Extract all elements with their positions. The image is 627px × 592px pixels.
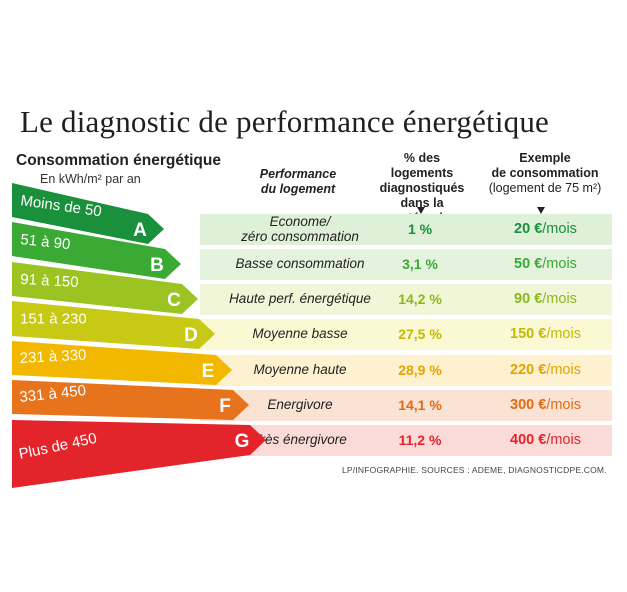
energy-class-letter: B xyxy=(150,255,164,276)
cost-value: 50 €/mois xyxy=(488,256,603,272)
cost-amount: 300 € xyxy=(510,397,547,413)
energy-class-arrow xyxy=(12,301,215,349)
energy-class-letter: D xyxy=(184,325,198,346)
performance-label-line: Très énergivore xyxy=(253,432,347,447)
performance-label-line: Moyenne haute xyxy=(253,362,347,377)
percentage-value: 1 % xyxy=(407,221,433,237)
performance-label-line: Econome/ xyxy=(269,214,331,229)
cost-value: 150 €/mois xyxy=(488,326,603,342)
energy-class-letter: E xyxy=(202,361,215,382)
header-pct-line1: % des logements xyxy=(390,151,454,180)
cost-value: 90 €/mois xyxy=(488,291,603,307)
energy-class-arrow xyxy=(12,380,249,420)
performance-label: Energivore xyxy=(210,397,390,412)
header-performance: Performance du logement xyxy=(250,167,346,197)
energy-class-arrow xyxy=(12,262,198,314)
energy-class-arrow xyxy=(12,341,232,385)
header-example-line3: (logement de 75 m²) xyxy=(488,181,602,195)
cost-amount: 150 € xyxy=(510,326,547,342)
cost-amount: 90 € xyxy=(514,291,543,307)
percentage-value: 3,1 % xyxy=(402,256,438,272)
energy-class-arrow xyxy=(12,222,181,279)
header-example-line1: Exemple xyxy=(519,151,571,165)
percentage-value: 28,9 % xyxy=(398,362,442,378)
performance-label-line: Moyenne basse xyxy=(252,326,348,341)
cost-unit: /mois xyxy=(546,397,581,413)
energy-class-letter: C xyxy=(167,290,181,311)
cost-unit: /mois xyxy=(542,256,577,272)
category-band xyxy=(200,425,612,456)
consumption-range-label: 331 à 450 xyxy=(19,382,87,406)
performance-label: Econome/zéro consommation xyxy=(210,214,390,244)
cost-value: 400 €/mois xyxy=(488,432,603,448)
header-consumption-unit: En kWh/m² par an xyxy=(40,172,141,186)
performance-label-line: Haute perf. énergétique xyxy=(229,291,371,306)
header-pct-line2: diagnostiqués xyxy=(379,181,465,195)
chart-title: Le diagnostic de performance énergétique xyxy=(20,104,550,139)
consumption-range-label: 91 à 150 xyxy=(20,271,79,291)
cost-unit: /mois xyxy=(546,326,581,342)
header-consumption: Consommation énergétique xyxy=(16,152,221,169)
category-band xyxy=(200,390,612,421)
performance-label: Basse consommation xyxy=(210,256,390,271)
cost-amount: 400 € xyxy=(510,432,547,448)
header-example-line2: de consommation xyxy=(491,166,599,180)
cost-value: 300 €/mois xyxy=(488,397,603,413)
consumption-range-label: 51 à 90 xyxy=(20,231,72,253)
performance-label-line: Basse consommation xyxy=(235,256,365,271)
cost-unit: /mois xyxy=(546,362,581,378)
performance-label: Haute perf. énergétique xyxy=(210,291,390,306)
cost-value: 220 €/mois xyxy=(488,362,603,378)
energy-class-letter: A xyxy=(133,220,147,241)
percentage-value: 14,1 % xyxy=(398,397,442,413)
cost-pointer-icon xyxy=(537,207,545,214)
energy-class-arrow xyxy=(12,420,266,488)
energy-class-letter: G xyxy=(235,431,250,452)
consumption-range-label: 151 à 230 xyxy=(20,311,87,328)
pct-pointer-icon xyxy=(417,207,425,214)
source-credit: LP/INFOGRAPHIE. SOURCES : ADEME, DIAGNOS… xyxy=(342,465,607,475)
category-band xyxy=(200,249,612,280)
performance-label-line: zéro consommation xyxy=(241,229,359,244)
cost-amount: 50 € xyxy=(514,256,543,272)
percentage-value: 14,2 % xyxy=(398,291,442,307)
header-example: Exemple de consommation (logement de 75 … xyxy=(486,151,604,196)
header-performance-line1: Performance xyxy=(259,167,337,181)
category-band xyxy=(200,355,612,386)
performance-label-line: Energivore xyxy=(267,397,333,412)
performance-label: Très énergivore xyxy=(210,432,390,447)
category-band xyxy=(200,319,612,350)
header-performance-line2: du logement xyxy=(260,182,336,196)
consumption-range-label: 231 à 330 xyxy=(19,347,87,367)
performance-label: Moyenne haute xyxy=(210,362,390,377)
cost-value: 20 €/mois xyxy=(488,221,603,237)
cost-amount: 20 € xyxy=(514,221,543,237)
cost-unit: /mois xyxy=(542,221,577,237)
cost-amount: 220 € xyxy=(510,362,547,378)
percentage-value: 11,2 % xyxy=(398,432,442,448)
cost-unit: /mois xyxy=(546,432,581,448)
energy-class-arrow xyxy=(12,183,164,244)
category-band xyxy=(200,214,612,245)
category-band xyxy=(200,284,612,315)
cost-unit: /mois xyxy=(542,291,577,307)
energy-class-letter: F xyxy=(219,396,231,417)
percentage-value: 27,5 % xyxy=(398,326,442,342)
performance-label: Moyenne basse xyxy=(210,326,390,341)
